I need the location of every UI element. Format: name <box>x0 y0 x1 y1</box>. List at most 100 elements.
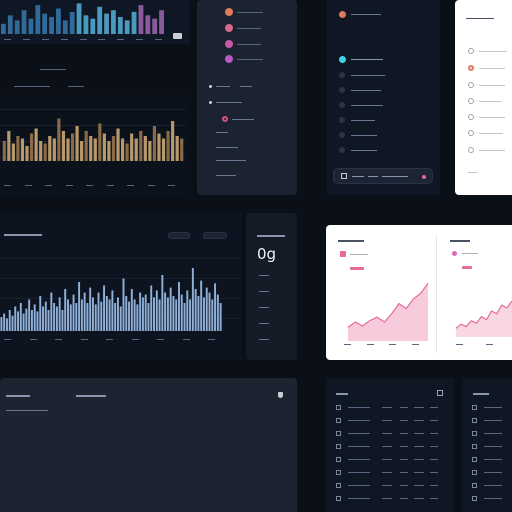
notification-icon[interactable] <box>222 116 228 122</box>
metric-item[interactable] <box>259 275 269 276</box>
checklist-item[interactable] <box>479 117 505 118</box>
table-row[interactable] <box>462 493 512 505</box>
table-row[interactable] <box>462 441 512 453</box>
list-item[interactable] <box>216 160 246 161</box>
menu-icon[interactable] <box>339 56 346 63</box>
area-fill <box>456 301 512 337</box>
list-item[interactable] <box>237 12 263 13</box>
list-icon[interactable] <box>437 390 443 396</box>
menu-item[interactable] <box>351 14 381 15</box>
metric-item[interactable] <box>259 339 269 340</box>
list-item[interactable] <box>240 86 252 87</box>
avatar[interactable] <box>225 8 233 16</box>
table-body <box>326 402 454 512</box>
bar <box>76 3 82 35</box>
menu-icon[interactable] <box>339 117 345 123</box>
checklist-item[interactable] <box>468 172 478 173</box>
list-item[interactable] <box>216 147 238 148</box>
checkbox[interactable] <box>468 48 474 54</box>
bar <box>64 289 67 331</box>
top-chart-button[interactable] <box>173 33 182 39</box>
list-item[interactable] <box>216 175 236 176</box>
shield-icon[interactable] <box>278 392 283 398</box>
list-item[interactable] <box>216 132 228 133</box>
avatar[interactable] <box>225 24 233 32</box>
checklist-item[interactable] <box>479 150 505 151</box>
list-item[interactable] <box>237 28 261 29</box>
list-item[interactable] <box>232 119 254 120</box>
menu-item[interactable] <box>351 105 383 106</box>
bar <box>42 13 48 34</box>
list-item[interactable] <box>237 44 261 45</box>
bar <box>33 304 36 331</box>
table-row[interactable] <box>326 441 454 453</box>
list-item[interactable] <box>216 102 242 103</box>
bar <box>183 303 186 331</box>
bar <box>1 23 6 34</box>
menu-icon[interactable] <box>339 72 345 78</box>
menu-icon[interactable] <box>339 87 345 93</box>
table-cell <box>382 498 392 499</box>
table-row[interactable] <box>326 493 454 505</box>
bar <box>44 301 47 331</box>
menu-item[interactable] <box>351 75 385 76</box>
table-row[interactable] <box>462 415 512 427</box>
bar <box>130 133 134 161</box>
bar <box>61 310 64 331</box>
bar <box>141 297 144 331</box>
bar <box>7 131 11 161</box>
download-icon[interactable] <box>341 173 347 179</box>
menu-icon[interactable] <box>339 11 346 18</box>
table-cell <box>430 446 438 447</box>
table-row[interactable] <box>326 480 454 492</box>
checkbox[interactable] <box>468 114 474 120</box>
menu-item[interactable] <box>351 120 375 121</box>
table-cell <box>414 420 424 421</box>
checklist-item[interactable] <box>479 133 503 134</box>
menu-item[interactable] <box>351 90 381 91</box>
footer-bar[interactable] <box>333 168 433 184</box>
avatar[interactable] <box>225 40 233 48</box>
checklist-item[interactable] <box>479 51 507 52</box>
compare-select[interactable] <box>203 232 227 239</box>
table-row[interactable] <box>462 402 512 414</box>
metric-item[interactable] <box>259 323 269 324</box>
table-cell <box>414 485 424 486</box>
metric-item[interactable] <box>259 307 269 308</box>
table-row[interactable] <box>326 428 454 440</box>
table-row[interactable] <box>462 454 512 466</box>
checklist-item[interactable] <box>479 101 501 102</box>
table-row[interactable] <box>462 467 512 479</box>
menu-item[interactable] <box>351 150 377 151</box>
checklist-item[interactable] <box>479 85 505 86</box>
bar <box>5 318 8 331</box>
checkbox[interactable] <box>468 147 474 153</box>
metric-item[interactable] <box>259 291 269 292</box>
menu-item[interactable] <box>351 59 383 60</box>
avatar[interactable] <box>225 55 233 63</box>
table-row[interactable] <box>326 454 454 466</box>
bar <box>138 5 144 34</box>
range-select[interactable] <box>168 232 190 239</box>
table-cell <box>348 472 370 473</box>
menu-icon[interactable] <box>339 147 345 153</box>
area-chart-b-axis <box>452 342 512 348</box>
bar <box>36 311 39 331</box>
checkbox[interactable] <box>468 82 474 88</box>
table-row[interactable] <box>326 402 454 414</box>
checkbox[interactable] <box>468 98 474 104</box>
bar <box>214 283 217 331</box>
legend-swatch <box>340 251 346 257</box>
table-row[interactable] <box>326 415 454 427</box>
menu-icon[interactable] <box>339 102 345 108</box>
menu-icon[interactable] <box>339 132 345 138</box>
checkbox[interactable] <box>468 130 474 136</box>
checkbox[interactable] <box>468 65 474 71</box>
table-row[interactable] <box>462 428 512 440</box>
list-item[interactable] <box>237 59 263 60</box>
checklist-item[interactable] <box>479 68 505 69</box>
table-row[interactable] <box>462 480 512 492</box>
table-row[interactable] <box>326 467 454 479</box>
menu-item[interactable] <box>351 135 377 136</box>
list-item[interactable] <box>216 86 230 87</box>
